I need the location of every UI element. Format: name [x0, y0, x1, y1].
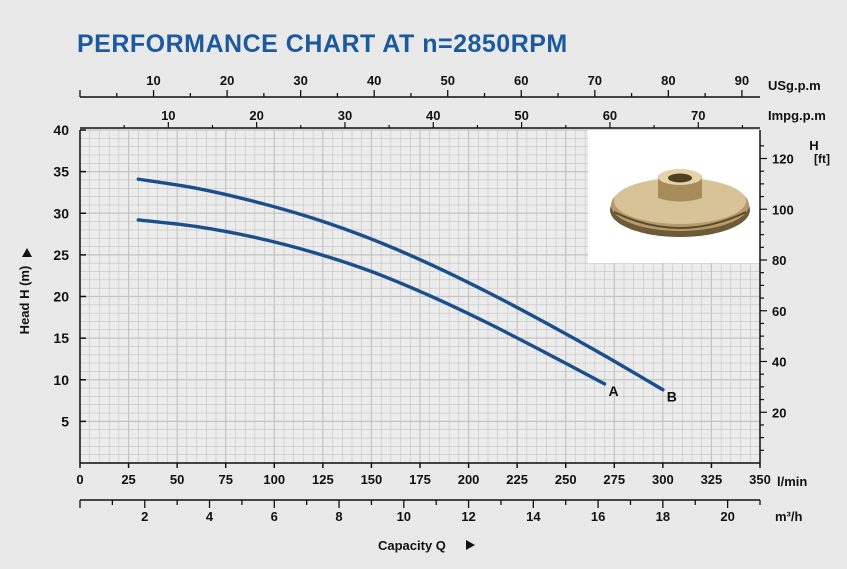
impgpm-tick-label: 10: [161, 108, 175, 123]
x-tick-label: 200: [458, 472, 480, 487]
y-tick-label: 15: [53, 330, 69, 346]
y-ft-unit-label: [ft]: [814, 152, 830, 166]
series-b-curve: [136, 177, 665, 392]
x-tick-label: 50: [170, 472, 184, 487]
usgpm-tick-label: 20: [220, 73, 234, 88]
usgpm-tick-label: 60: [514, 73, 528, 88]
m3h-tick-label: 12: [461, 509, 475, 524]
m3h-tick-label: 18: [656, 509, 670, 524]
y-ft-tick-label: 20: [772, 405, 786, 420]
chart-title: PERFORMANCE CHART AT n=2850RPM: [77, 30, 568, 58]
y-ft-tick-label: 60: [772, 304, 786, 319]
x-tick-label: 125: [312, 472, 334, 487]
usgpm-tick-label: 50: [440, 73, 454, 88]
impgpm-unit-label: Impg.p.m: [768, 108, 826, 123]
m3h-tick-label: 14: [526, 509, 541, 524]
series-a-label: A: [609, 383, 619, 399]
m3h-tick-label: 10: [397, 509, 411, 524]
usgpm-tick-label: 80: [661, 73, 675, 88]
impgpm-tick-label: 40: [426, 108, 440, 123]
usgpm-unit-label: USg.p.m: [768, 78, 821, 93]
usgpm-tick-label: 70: [588, 73, 602, 88]
x-unit-label: l/min: [777, 474, 807, 489]
m3h-tick-label: 20: [720, 509, 734, 524]
m3h-tick-label: 4: [206, 509, 214, 524]
y-tick-label: 20: [53, 289, 69, 305]
y-tick-label: 40: [53, 122, 69, 138]
x-tick-label: 300: [652, 472, 674, 487]
grid: [79, 129, 761, 464]
series-b-label: B: [667, 389, 677, 405]
y-tick-label: 10: [53, 372, 69, 388]
impgpm-tick-label: 20: [249, 108, 263, 123]
x-tick-label: 275: [603, 472, 625, 487]
y-axis-label: Head H (m): [17, 266, 32, 335]
x-tick-label: 0: [76, 472, 83, 487]
impgpm-tick-label: 50: [514, 108, 528, 123]
impgpm-tick-label: 70: [691, 108, 705, 123]
m3h-unit-label: m³/h: [775, 509, 803, 524]
x-tick-label: 350: [749, 472, 771, 487]
usgpm-tick-label: 90: [735, 73, 749, 88]
m3h-tick-label: 16: [591, 509, 605, 524]
x-tick-label: 100: [263, 472, 285, 487]
y-ft-axis-label: H: [809, 138, 818, 153]
y-ft-tick-label: 100: [772, 202, 794, 217]
m3h-tick-label: 8: [335, 509, 342, 524]
impgpm-tick-label: 30: [338, 108, 352, 123]
x-tick-label: 225: [506, 472, 528, 487]
x-tick-label: 75: [218, 472, 232, 487]
impeller-image: [610, 169, 750, 237]
x-axis-label: Capacity Q: [378, 538, 446, 553]
usgpm-tick-label: 30: [293, 73, 307, 88]
x-tick-label: 25: [121, 472, 135, 487]
x-tick-label: 175: [409, 472, 431, 487]
y-tick-label: 25: [53, 247, 69, 263]
x-tick-label: 325: [701, 472, 723, 487]
impgpm-tick-label: 60: [603, 108, 617, 123]
usgpm-tick-label: 40: [367, 73, 381, 88]
m3h-tick-label: 6: [271, 509, 278, 524]
y-ft-tick-label: 120: [772, 152, 794, 167]
usgpm-tick-label: 10: [146, 73, 160, 88]
y-tick-label: 30: [53, 205, 69, 221]
y-ft-tick-label: 80: [772, 253, 786, 268]
x-tick-label: 250: [555, 472, 577, 487]
y-axis-arrow-icon: [22, 248, 32, 257]
x-tick-label: 150: [361, 472, 383, 487]
x-axis-arrow-icon: [466, 540, 475, 550]
series-a-curve: [136, 218, 607, 386]
m3h-tick-label: 2: [141, 509, 148, 524]
y-tick-label: 35: [53, 164, 69, 180]
y-tick-label: 5: [61, 413, 69, 429]
y-ft-tick-label: 40: [772, 355, 786, 370]
